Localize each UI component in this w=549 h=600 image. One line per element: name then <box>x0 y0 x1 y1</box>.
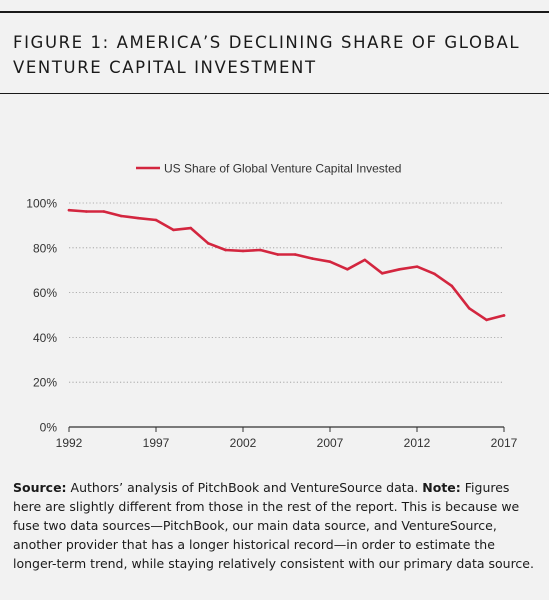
data-point <box>502 314 506 317</box>
source-label: Source: <box>13 480 67 495</box>
data-point <box>467 306 471 310</box>
y-tick-label: 20% <box>33 376 57 390</box>
y-tick-label: 60% <box>33 286 57 300</box>
figure-title-line-1: FIGURE 1: AMERICA’S DECLINING SHARE OF G… <box>13 33 521 52</box>
data-point <box>85 210 88 213</box>
data-point <box>450 284 454 288</box>
data-point <box>172 228 175 232</box>
note-text: Figures here are slightly different from… <box>13 480 534 571</box>
x-tick-label: 2017 <box>491 436 518 450</box>
data-point <box>311 257 314 260</box>
figure-title-line-2: VENTURE CAPITAL INVESTMENT <box>13 58 317 77</box>
data-point <box>154 218 158 222</box>
data-point <box>224 248 227 252</box>
data-point <box>398 268 401 271</box>
series-line <box>67 208 506 322</box>
data-point <box>363 258 367 262</box>
data-point <box>276 253 280 256</box>
top-rule <box>0 11 549 13</box>
data-point <box>415 265 419 268</box>
x-tick-label: 1997 <box>143 436 170 450</box>
y-tick-label: 100% <box>26 197 57 211</box>
x-tick-label: 2002 <box>230 436 257 450</box>
x-tick-label: 2007 <box>317 436 344 450</box>
data-point <box>206 242 210 245</box>
x-tick-label: 2012 <box>404 436 431 450</box>
data-point <box>485 318 488 322</box>
title-rule <box>0 93 549 94</box>
figure-title: FIGURE 1: AMERICA’S DECLINING SHARE OF G… <box>13 30 533 80</box>
data-point <box>380 272 384 275</box>
line-chart: 0% 20% 40% 60% 80% 100% 1992 1997 2002 2007 2012 20… <box>26 162 518 451</box>
data-point <box>67 208 71 212</box>
note-label: Note: <box>422 480 461 495</box>
data-point <box>189 226 193 230</box>
data-point <box>137 216 140 220</box>
data-point <box>346 268 349 271</box>
y-tick-label: 40% <box>33 331 57 345</box>
data-point <box>119 214 123 218</box>
data-point <box>433 272 436 276</box>
data-point <box>328 260 332 263</box>
y-tick-label: 80% <box>33 241 57 255</box>
data-point <box>259 248 262 252</box>
data-point <box>102 210 106 213</box>
figure-caption: Source: Authors’ analysis of PitchBook a… <box>13 478 539 573</box>
data-point <box>241 249 245 253</box>
legend-label: US Share of Global Venture Capital Inves… <box>164 162 401 176</box>
x-tick-label: 1992 <box>56 436 83 450</box>
y-tick-label: 0% <box>40 421 58 435</box>
source-text: Authors’ analysis of PitchBook and Ventu… <box>66 480 423 495</box>
data-point <box>293 253 297 256</box>
